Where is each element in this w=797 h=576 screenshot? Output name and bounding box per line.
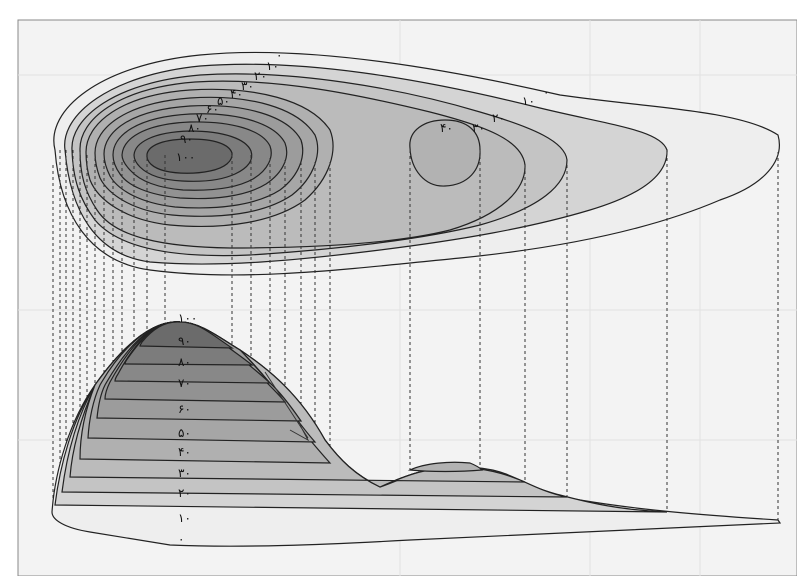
plan-label-20: ۲۰ [254, 69, 267, 83]
plan-label-30: ۳۰ [241, 79, 254, 93]
plan-label-east-10: ۱۰ [522, 94, 535, 108]
projection-lines [52, 150, 779, 523]
plan-label-0-outer: ۰ [276, 48, 282, 62]
plan-label-east-0: ۰ [543, 85, 549, 99]
plan-label-100: ۱۰۰ [176, 150, 195, 164]
profile-band-40-east [407, 461, 484, 473]
profile-label-100: ۱۰۰ [178, 311, 197, 325]
profile-label-60: ۶۰ [178, 402, 191, 416]
profile-labels: ۱۰۰ ۹۰ ۸۰ ۷۰ ۶۰ ۵۰ ۴۰ ۳۰ ۲۰ ۱۰ ۰ [178, 311, 197, 546]
plan-label-east-40: ۴۰ [440, 121, 453, 135]
profile-label-20: ۲۰ [178, 486, 191, 500]
plan-label-40: ۴۰ [230, 87, 243, 101]
profile-label-0: ۰ [178, 532, 184, 546]
plan-label-70: ۷۰ [196, 111, 209, 125]
leader-arrow [264, 371, 310, 442]
plan-label-90: ۹۰ [180, 132, 193, 146]
profile-label-50: ۵۰ [178, 426, 191, 440]
plan-label-80: ۸۰ [188, 121, 201, 135]
plan-label-60: ۶۰ [206, 102, 219, 116]
profile-label-40: ۴۰ [178, 445, 191, 459]
profile-label-10: ۱۰ [178, 511, 191, 525]
contour-100 [146, 138, 233, 174]
plan-view [53, 51, 780, 276]
plan-label-10: ۱۰ [266, 59, 279, 73]
profile-label-30: ۳۰ [178, 466, 191, 480]
plan-labels: ۰ ۱۰ ۲۰ ۳۰ ۴۰ ۵۰ ۶۰ ۷۰ ۸۰ ۹۰ ۱۰۰ ۰ ۱۰ ۲۰… [176, 48, 549, 164]
plan-label-east-30: ۳۰ [472, 121, 485, 135]
plan-label-east-20: ۲۰ [492, 111, 505, 125]
profile-band-100 [139, 321, 235, 349]
profile-label-80: ۸۰ [178, 355, 191, 369]
profile-label-70: ۷۰ [178, 376, 191, 390]
profile-label-90: ۹۰ [178, 334, 191, 348]
profile-view [51, 321, 782, 547]
plan-label-50: ۵۰ [217, 94, 230, 108]
